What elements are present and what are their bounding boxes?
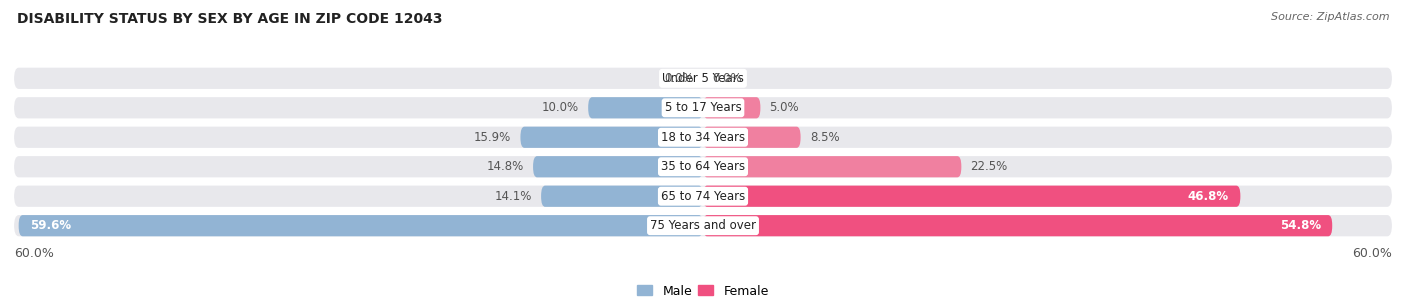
Text: 59.6%: 59.6%: [30, 219, 72, 232]
Text: 15.9%: 15.9%: [474, 131, 512, 144]
FancyBboxPatch shape: [14, 156, 1392, 177]
Text: DISABILITY STATUS BY SEX BY AGE IN ZIP CODE 12043: DISABILITY STATUS BY SEX BY AGE IN ZIP C…: [17, 12, 443, 26]
Text: 18 to 34 Years: 18 to 34 Years: [661, 131, 745, 144]
Text: 65 to 74 Years: 65 to 74 Years: [661, 190, 745, 203]
Legend: Male, Female: Male, Female: [637, 285, 769, 298]
FancyBboxPatch shape: [18, 215, 703, 236]
Text: 60.0%: 60.0%: [1353, 247, 1392, 260]
Text: Source: ZipAtlas.com: Source: ZipAtlas.com: [1271, 12, 1389, 22]
Text: 5 to 17 Years: 5 to 17 Years: [665, 101, 741, 114]
Text: Under 5 Years: Under 5 Years: [662, 72, 744, 85]
Text: 10.0%: 10.0%: [541, 101, 579, 114]
Text: 46.8%: 46.8%: [1188, 190, 1229, 203]
Text: 35 to 64 Years: 35 to 64 Years: [661, 160, 745, 173]
Text: 5.0%: 5.0%: [769, 101, 799, 114]
FancyBboxPatch shape: [14, 68, 1392, 89]
FancyBboxPatch shape: [14, 97, 1392, 118]
Text: 14.1%: 14.1%: [495, 190, 531, 203]
Text: 14.8%: 14.8%: [486, 160, 524, 173]
Text: 8.5%: 8.5%: [810, 131, 839, 144]
FancyBboxPatch shape: [703, 127, 800, 148]
Text: 0.0%: 0.0%: [664, 72, 693, 85]
FancyBboxPatch shape: [520, 127, 703, 148]
Text: 60.0%: 60.0%: [14, 247, 53, 260]
FancyBboxPatch shape: [14, 215, 1392, 236]
Text: 22.5%: 22.5%: [970, 160, 1008, 173]
FancyBboxPatch shape: [588, 97, 703, 118]
FancyBboxPatch shape: [541, 186, 703, 207]
FancyBboxPatch shape: [703, 186, 1240, 207]
FancyBboxPatch shape: [14, 186, 1392, 207]
FancyBboxPatch shape: [14, 127, 1392, 148]
Text: 0.0%: 0.0%: [713, 72, 742, 85]
Text: 54.8%: 54.8%: [1279, 219, 1320, 232]
Text: 75 Years and over: 75 Years and over: [650, 219, 756, 232]
FancyBboxPatch shape: [703, 97, 761, 118]
FancyBboxPatch shape: [533, 156, 703, 177]
FancyBboxPatch shape: [703, 215, 1333, 236]
FancyBboxPatch shape: [703, 156, 962, 177]
